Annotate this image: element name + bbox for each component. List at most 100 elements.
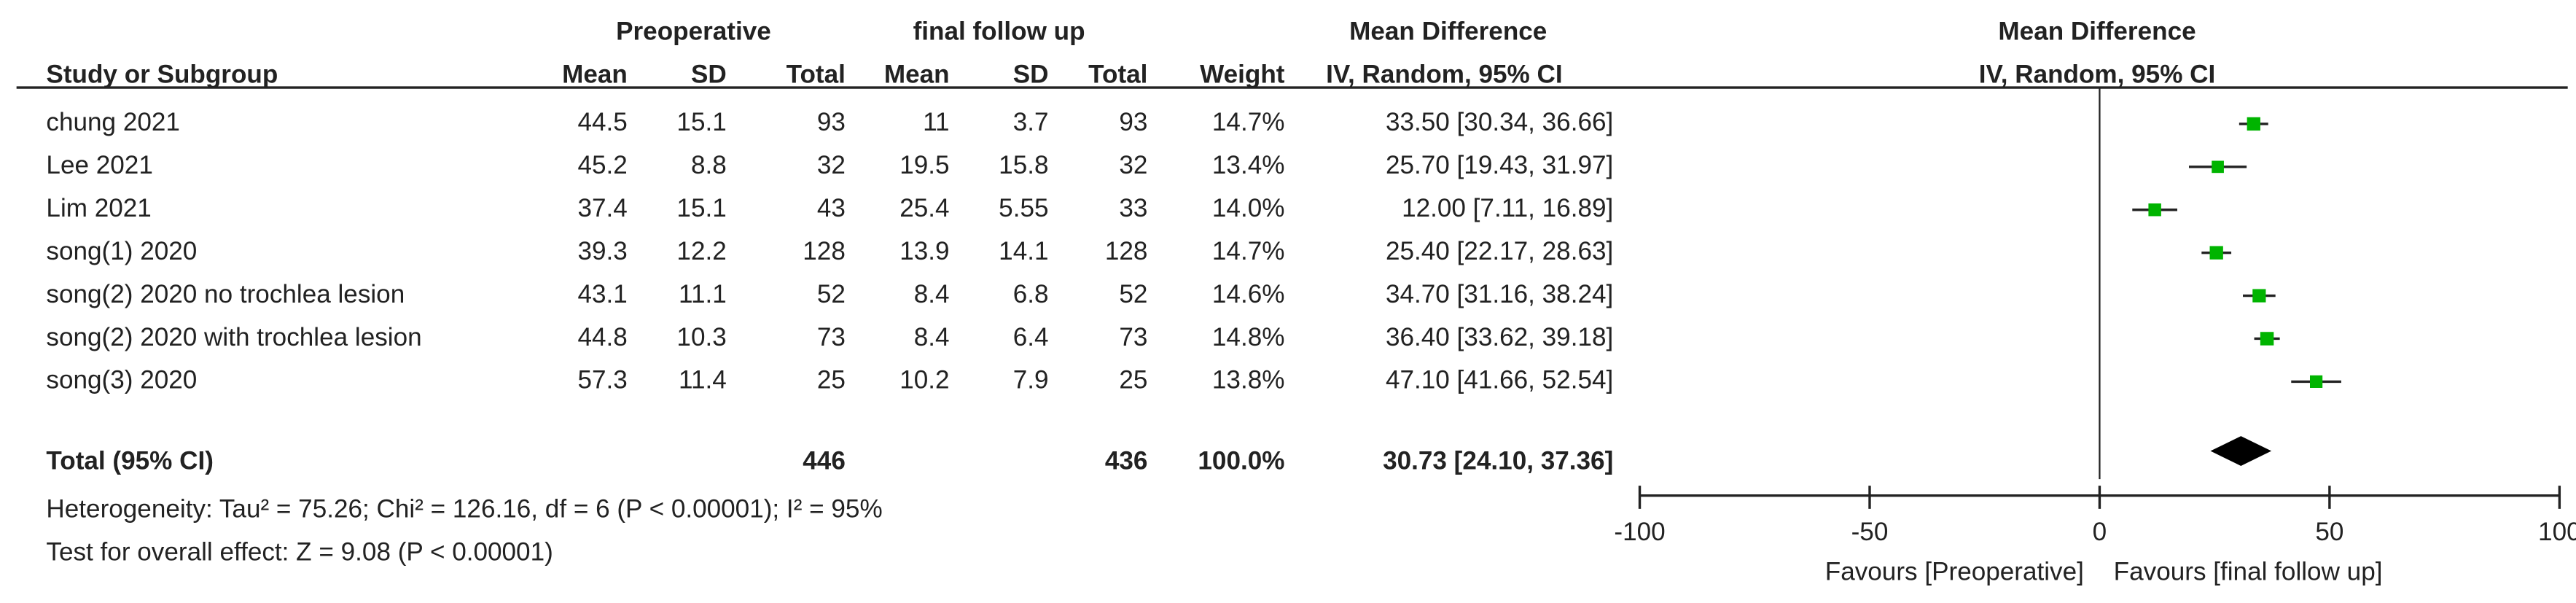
- column-header: SD: [1013, 61, 1049, 89]
- cell: 8.4: [914, 280, 950, 308]
- effect-square: [2212, 160, 2224, 174]
- cell: 14.7%: [1212, 108, 1285, 136]
- cell: 73: [817, 323, 846, 351]
- cell: 15.1: [676, 108, 726, 136]
- cell: 39.3: [578, 237, 628, 265]
- cell: 25: [1119, 366, 1147, 394]
- cell: Lim 2021: [46, 194, 151, 222]
- cell: 57.3: [578, 366, 628, 394]
- x-tick-label: -50: [1851, 518, 1889, 546]
- column-header: IV, Random, 95% CI: [1326, 61, 1563, 89]
- group-header: Mean Difference: [1998, 17, 2196, 46]
- effect-square: [2260, 332, 2274, 346]
- cell: 11.4: [679, 366, 727, 394]
- column-header: IV, Random, 95% CI: [1979, 61, 2216, 89]
- cell: 11.1: [679, 280, 727, 308]
- cell: 32: [817, 151, 846, 179]
- cell: 25.4: [899, 194, 949, 222]
- effect-square: [2148, 203, 2161, 217]
- cell: 52: [1119, 280, 1147, 308]
- cell: 43: [817, 194, 846, 222]
- cell: 47.10 [41.66, 52.54]: [1386, 366, 1613, 394]
- effect-square: [2309, 375, 2323, 388]
- group-header: Mean Difference: [1349, 17, 1547, 46]
- cell: 25.70 [19.43, 31.97]: [1386, 151, 1613, 179]
- total-cell: 30.73 [24.10, 37.36]: [1383, 447, 1613, 475]
- cell: 15.8: [999, 151, 1048, 179]
- x-tick-label: 50: [2315, 518, 2343, 546]
- cell: 37.4: [578, 194, 628, 222]
- cell: 52: [817, 280, 846, 308]
- cell: 19.5: [899, 151, 949, 179]
- cell: 73: [1119, 323, 1147, 351]
- total-cell: 446: [803, 447, 846, 475]
- favours-right: Favours [final follow up]: [2114, 557, 2383, 586]
- cell: 12.00 [7.11, 16.89]: [1402, 194, 1613, 222]
- cell: 44.8: [578, 323, 628, 351]
- column-header: Total: [787, 61, 846, 89]
- total-cell: 100.0%: [1198, 447, 1284, 475]
- cell: 33.50 [30.34, 36.66]: [1386, 108, 1613, 136]
- cell: 14.6%: [1212, 280, 1285, 308]
- cell: 6.8: [1013, 280, 1049, 308]
- cell: song(1) 2020: [46, 237, 197, 265]
- cell: 8.8: [691, 151, 727, 179]
- effect-square: [2209, 246, 2223, 260]
- cell: 7.9: [1013, 366, 1049, 394]
- cell: 14.7%: [1212, 237, 1285, 265]
- cell: 93: [1119, 108, 1147, 136]
- overall-effect: Test for overall effect: Z = 9.08 (P < 0…: [46, 537, 553, 566]
- group-header: Preoperative: [616, 17, 771, 46]
- cell: song(2) 2020 no trochlea lesion: [46, 280, 405, 308]
- cell: 15.1: [676, 194, 726, 222]
- cell: 13.4%: [1212, 151, 1285, 179]
- total-cell: Total (95% CI): [46, 447, 214, 475]
- cell: chung 2021: [46, 108, 180, 136]
- cell: song(3) 2020: [46, 366, 197, 394]
- column-header: Mean: [884, 61, 950, 89]
- cell: 45.2: [578, 151, 628, 179]
- column-header: Study or Subgroup: [46, 61, 278, 89]
- cell: 11: [923, 108, 949, 136]
- cell: 14.8%: [1212, 323, 1285, 351]
- x-tick-label: -100: [1614, 518, 1665, 546]
- cell: 34.70 [31.16, 38.24]: [1386, 280, 1613, 308]
- effect-square: [2252, 289, 2266, 303]
- total-cell: 436: [1105, 447, 1148, 475]
- cell: 128: [803, 237, 846, 265]
- column-header: Weight: [1200, 61, 1285, 89]
- column-header: SD: [691, 61, 727, 89]
- cell: 44.5: [578, 108, 628, 136]
- cell: 10.3: [676, 323, 726, 351]
- cell: 3.7: [1013, 108, 1049, 136]
- cell: 13.9: [899, 237, 949, 265]
- pooled-diamond: [2210, 436, 2272, 466]
- cell: 14.0%: [1212, 194, 1285, 222]
- x-tick-label: 100: [2538, 518, 2576, 546]
- favours-left: Favours [Preoperative]: [1825, 557, 2084, 586]
- x-tick-label: 0: [2093, 518, 2107, 546]
- cell: Lee 2021: [46, 151, 152, 179]
- cell: 32: [1119, 151, 1147, 179]
- cell: 93: [817, 108, 846, 136]
- column-header: Total: [1088, 61, 1147, 89]
- cell: 36.40 [33.62, 39.18]: [1386, 323, 1613, 351]
- cell: 33: [1119, 194, 1147, 222]
- cell: 43.1: [578, 280, 628, 308]
- cell: 12.2: [676, 237, 726, 265]
- cell: 13.8%: [1212, 366, 1285, 394]
- cell: 8.4: [914, 323, 950, 351]
- effect-square: [2247, 117, 2260, 131]
- column-header: Mean: [562, 61, 628, 89]
- group-header: final follow up: [913, 17, 1085, 46]
- cell: 25: [817, 366, 846, 394]
- cell: 5.55: [999, 194, 1048, 222]
- cell: 10.2: [899, 366, 949, 394]
- cell: 128: [1105, 237, 1148, 265]
- cell: 6.4: [1013, 323, 1049, 351]
- cell: 25.40 [22.17, 28.63]: [1386, 237, 1613, 265]
- cell: song(2) 2020 with trochlea lesion: [46, 323, 421, 351]
- heterogeneity: Heterogeneity: Tau² = 75.26; Chi² = 126.…: [46, 494, 882, 523]
